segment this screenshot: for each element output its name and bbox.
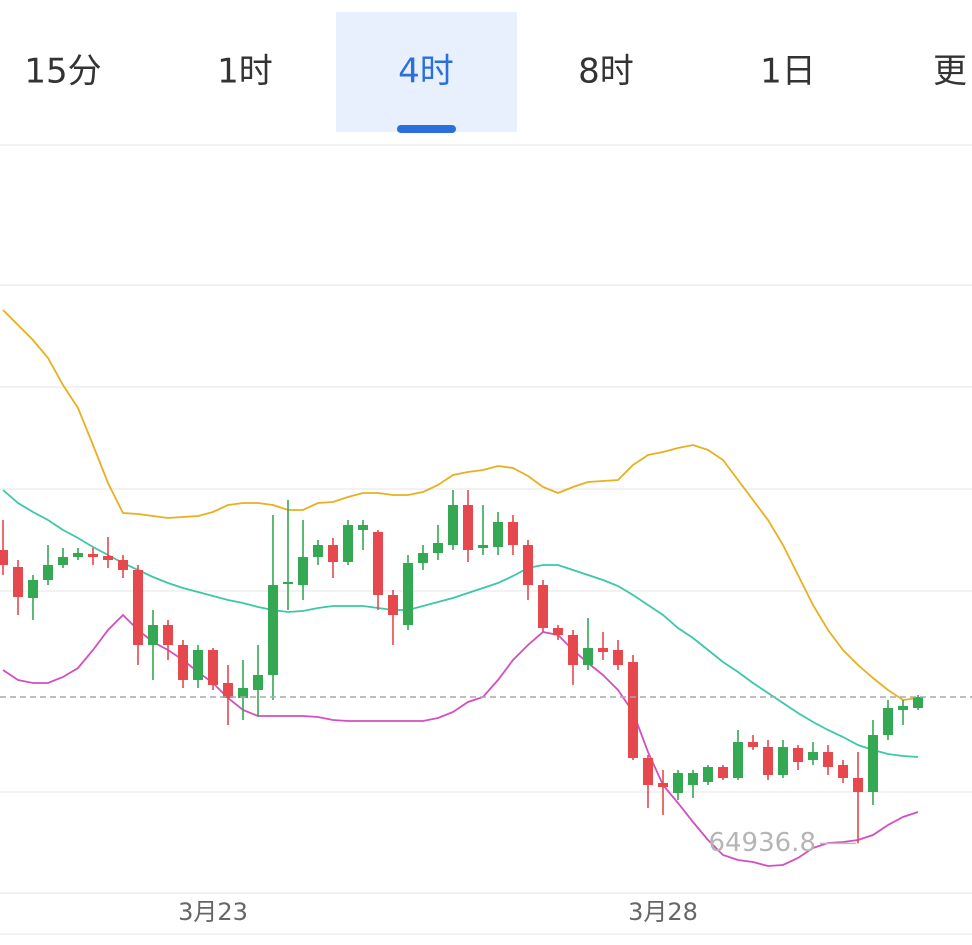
candle-body — [298, 557, 308, 585]
candle-body — [703, 767, 713, 782]
candle-body — [253, 675, 263, 690]
candle-body — [538, 585, 548, 628]
candle-body — [778, 747, 788, 775]
candle-body — [433, 543, 443, 553]
candle-body — [208, 650, 218, 685]
candle-body — [823, 752, 833, 767]
candle-body — [388, 595, 398, 615]
candle-body — [28, 580, 38, 598]
band-line — [2, 489, 919, 758]
candle-body — [643, 758, 653, 785]
candle-body — [238, 688, 248, 698]
candle-body — [493, 522, 503, 547]
candle-body — [553, 628, 563, 635]
candle-body — [268, 585, 278, 675]
candle-body — [178, 645, 188, 680]
candle-body — [508, 522, 518, 545]
candle-body — [808, 752, 818, 760]
tab[interactable]: 15分 — [24, 52, 101, 92]
candle-body — [118, 560, 128, 570]
candle-body — [43, 565, 53, 580]
candle-body — [583, 648, 593, 665]
candle-body — [313, 545, 323, 557]
candle-body — [463, 505, 473, 550]
candle-body — [403, 563, 413, 625]
tab[interactable]: 4时 — [398, 52, 454, 92]
candle-body — [73, 553, 83, 557]
candle-body — [673, 773, 683, 793]
candle-body — [883, 708, 893, 735]
candle-body — [523, 545, 533, 585]
candle-body — [748, 742, 758, 747]
candle-body — [373, 532, 383, 595]
candle-body — [193, 650, 203, 680]
candle-body — [88, 554, 98, 557]
x-tick-label: 3月23 — [178, 898, 248, 926]
candle-body — [913, 697, 923, 708]
low-label: 64936.8 — [708, 828, 816, 858]
candle-body — [133, 570, 143, 645]
tab[interactable]: 8时 — [578, 52, 634, 92]
candle-body — [763, 747, 773, 775]
x-tick-label: 3月28 — [628, 898, 698, 926]
candle-body — [328, 545, 338, 562]
candle-body — [58, 557, 68, 565]
tab[interactable]: 1日 — [760, 52, 816, 92]
candle-body — [418, 553, 428, 563]
selected-tab-background — [336, 12, 517, 132]
candle-body — [838, 765, 848, 778]
candle-body — [628, 662, 638, 758]
candle-body — [658, 783, 668, 787]
candle-body — [343, 525, 353, 562]
candle-body — [688, 773, 698, 785]
candle-body — [223, 683, 233, 698]
candle-body — [358, 525, 368, 530]
candle-body — [0, 550, 8, 565]
tab[interactable]: 更 — [933, 52, 967, 92]
candle-body — [868, 735, 878, 792]
candle-body — [163, 625, 173, 645]
tab-indicator — [397, 125, 456, 133]
candle-body — [148, 625, 158, 645]
candle-body — [103, 556, 113, 560]
candle-body — [613, 650, 623, 665]
candle-body — [283, 582, 293, 584]
candle-body — [733, 742, 743, 778]
candle-body — [718, 767, 728, 778]
candle-body — [13, 567, 23, 597]
tab[interactable]: 1时 — [217, 52, 273, 92]
candle-body — [478, 545, 488, 548]
candle-body — [568, 635, 578, 665]
candle-body — [448, 505, 458, 545]
candle-body — [898, 706, 908, 710]
band-line — [2, 309, 919, 701]
candle-body — [853, 778, 863, 792]
candle-body — [598, 648, 608, 652]
candle-body — [793, 748, 803, 762]
